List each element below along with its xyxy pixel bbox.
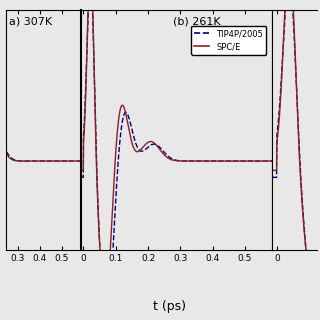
- Text: (b) 261K: (b) 261K: [173, 17, 220, 27]
- Text: a) 307K: a) 307K: [9, 17, 52, 27]
- Legend: TIP4P/2005, SPC/E: TIP4P/2005, SPC/E: [191, 26, 266, 55]
- Text: t (ps): t (ps): [153, 300, 186, 313]
